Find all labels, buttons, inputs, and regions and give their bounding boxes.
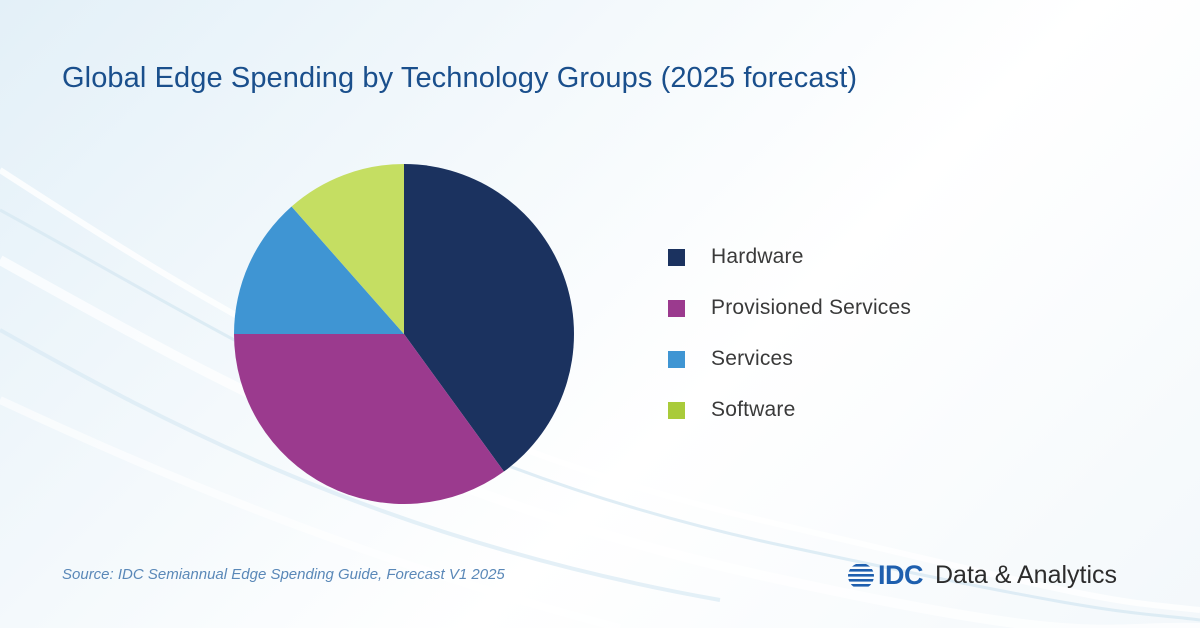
legend-swatch	[668, 299, 685, 317]
legend-item-hardware: Hardware	[668, 240, 911, 274]
legend-swatch	[668, 401, 685, 419]
globe-icon	[848, 563, 874, 587]
pie-slice-services	[234, 206, 404, 334]
brand-text: Data & Analytics	[935, 561, 1118, 589]
brand-mark: IDC	[878, 560, 924, 590]
legend-label: Hardware	[711, 245, 804, 268]
pie-chart	[234, 164, 574, 504]
legend-item-services: Services	[668, 342, 911, 376]
legend-item-software: Software	[668, 393, 911, 427]
pie-slice-provisioned-services	[234, 334, 504, 504]
legend-label: Software	[711, 398, 796, 421]
chart-title: Global Edge Spending by Technology Group…	[62, 62, 858, 94]
pie-slice-software	[291, 164, 404, 334]
pie-slice-hardware	[404, 164, 574, 472]
chart-legend: Hardware Provisioned Services Services Soft…	[668, 240, 911, 444]
legend-swatch	[668, 350, 685, 368]
legend-label: Provisioned Services	[711, 296, 912, 319]
legend-label: Services	[711, 347, 794, 370]
source-note: Source: IDC Semiannual Edge Spending Gui…	[62, 566, 505, 583]
legend-swatch	[668, 248, 685, 266]
legend-item-provisioned-services: Provisioned Services	[668, 291, 911, 325]
brand-logo: IDC Data & Analytics	[846, 560, 1117, 591]
